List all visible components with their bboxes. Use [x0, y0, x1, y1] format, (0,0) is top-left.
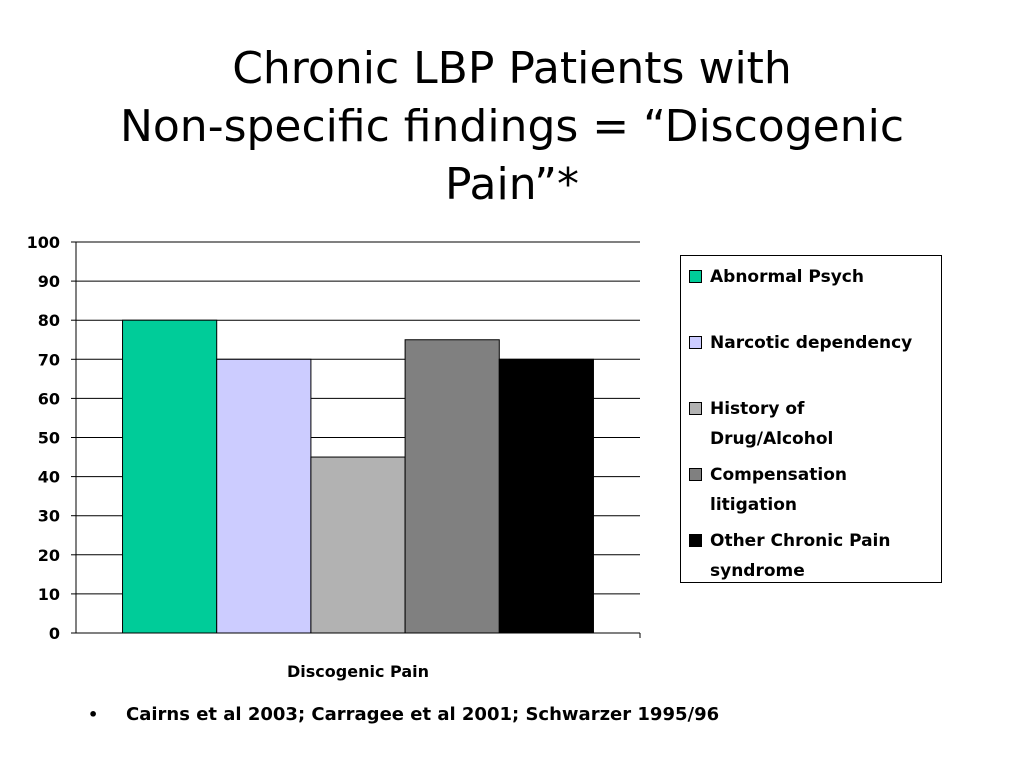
- citation-footer: • Cairns et al 2003; Carragee et al 2001;…: [88, 704, 719, 725]
- legend-swatch: [689, 336, 702, 349]
- legend-swatch: [689, 402, 702, 415]
- bullet-icon: •: [88, 705, 99, 724]
- y-tick-label: 40: [38, 468, 60, 487]
- legend-item-narcotic-dependency: Narcotic dependency: [689, 328, 937, 394]
- y-tick-label: 50: [38, 429, 60, 448]
- legend-item-other-chronic-pain: Other Chronic Pain syndrome: [689, 526, 937, 592]
- citation-text: Cairns et al 2003; Carragee et al 2001; …: [126, 704, 720, 725]
- legend-label: History of Drug/Alcohol: [710, 399, 834, 449]
- chart-legend: Abnormal Psych Narcotic dependency Histo…: [680, 255, 942, 583]
- legend-swatch: [689, 534, 702, 547]
- slide-title: Chronic LBP Patients with Non-specific f…: [0, 40, 1024, 214]
- y-tick-label: 90: [38, 272, 60, 291]
- legend-label: Abnormal Psych: [710, 267, 864, 287]
- legend-swatch: [689, 270, 702, 283]
- y-tick-label: 20: [38, 546, 60, 565]
- x-category-label: Discogenic Pain: [287, 662, 429, 681]
- y-tick-label: 80: [38, 311, 60, 330]
- bar-compensation-litigation: [404, 339, 500, 634]
- legend-label: Other Chronic Pain syndrome: [710, 531, 891, 581]
- bar-other-chronic-pain-syndrome: [498, 358, 594, 634]
- y-tick-label: 0: [49, 624, 60, 643]
- bar-narcotic-dependency: [216, 358, 312, 634]
- legend-item-history-drug-alcohol: History of Drug/Alcohol: [689, 394, 937, 460]
- legend-swatch: [689, 468, 702, 481]
- bar-chart: 0 10 20 30 40 50 60 70 80 90 100 Discogenic Pain: [27, 233, 641, 681]
- title-line-3: Pain”*: [444, 159, 580, 210]
- y-tick-label: 30: [38, 507, 60, 526]
- y-tick-label: 60: [38, 389, 60, 408]
- bar-history-of-drug-alcohol: [310, 456, 406, 634]
- legend-label: Compensation litigation: [710, 465, 847, 515]
- y-tick-label: 10: [38, 585, 60, 604]
- legend-item-abnormal-psych: Abnormal Psych: [689, 262, 937, 328]
- bar-abnormal-psych: [122, 319, 218, 634]
- legend-item-compensation-litigation: Compensation litigation: [689, 460, 937, 526]
- y-tick-label: 100: [27, 233, 60, 252]
- legend-label: Narcotic dependency: [710, 333, 913, 353]
- title-line-2: Non-specific findings = “Discogenic: [119, 101, 905, 152]
- title-line-1: Chronic LBP Patients with: [232, 43, 792, 94]
- y-tick-label: 70: [38, 350, 60, 369]
